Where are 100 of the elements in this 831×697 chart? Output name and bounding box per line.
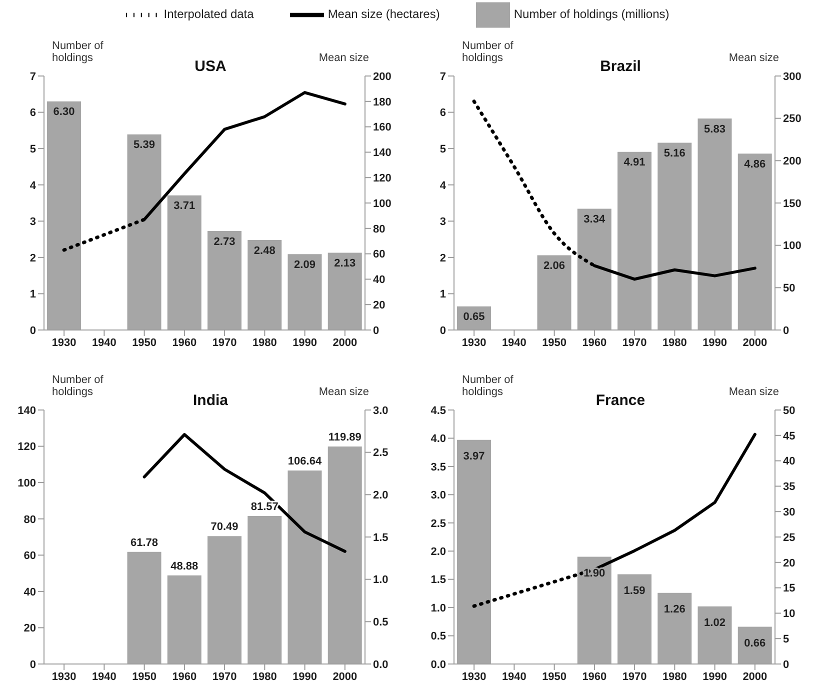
chart-title: India: [192, 392, 228, 409]
y2-tick-label: 200: [373, 70, 392, 83]
x-tick-label: 1940: [92, 670, 116, 683]
y-tick-label: 0: [30, 324, 36, 337]
x-tick-label: 1940: [502, 670, 526, 683]
bar: [127, 552, 162, 664]
y-tick-label: 120: [18, 441, 36, 454]
x-tick-label: 2000: [332, 670, 358, 683]
x-tick-label: 1930: [462, 670, 486, 683]
x-tick-label: 1930: [52, 336, 76, 349]
data-label: 61.78: [130, 536, 158, 549]
x-tick-label: 1950: [132, 670, 157, 683]
y-tick-label: 0.5: [430, 630, 446, 643]
y-tick-label: 1: [30, 288, 36, 301]
x-tick-label: 1960: [582, 336, 607, 349]
bar: [328, 446, 362, 664]
x-tick-label: 1980: [252, 670, 277, 683]
x-tick-label: 1960: [172, 670, 197, 683]
y2-tick-label: 160: [373, 122, 392, 134]
y-axis-title: Number of holdings: [52, 40, 104, 64]
data-label: 5.16: [664, 148, 686, 160]
data-label: 2.06: [544, 260, 565, 272]
bar: [248, 240, 282, 330]
y2-axis-title: Mean size: [728, 52, 779, 64]
y2-tick-label: 5: [783, 634, 790, 646]
y2-tick-label: 0.0: [373, 658, 388, 671]
x-tick-label: 1950: [542, 336, 567, 349]
y2-tick-label: 180: [373, 96, 392, 108]
data-label: 4.86: [744, 158, 766, 170]
y-tick-label: 1: [440, 288, 446, 301]
data-label: 0.65: [463, 311, 485, 324]
y-tick-label: 0: [440, 324, 446, 337]
y2-tick-label: 50: [783, 282, 796, 295]
data-label: 3.34: [584, 214, 606, 226]
y2-tick-label: 120: [373, 172, 392, 185]
x-tick-label: 1960: [582, 670, 607, 683]
y2-tick-label: 1.0: [373, 574, 388, 586]
x-tick-label: 1950: [542, 670, 567, 683]
data-label: 6.30: [53, 106, 75, 118]
bar: [47, 101, 81, 330]
bar: [208, 230, 242, 330]
y-tick-label: 80: [24, 514, 36, 526]
data-label: 2.13: [334, 258, 356, 270]
data-label: 2.73: [214, 236, 236, 248]
y-tick-label: 6: [30, 107, 36, 120]
y-axis-title: Number of holdings: [462, 374, 514, 398]
bar: [208, 536, 242, 664]
y-tick-label: 140: [18, 404, 36, 417]
data-label: 3.97: [463, 450, 485, 463]
x-tick-label: 1970: [622, 336, 647, 349]
bar: [167, 195, 202, 330]
x-tick-label: 1990: [702, 670, 728, 683]
y-tick-label: 4: [30, 180, 37, 192]
y2-tick-label: 10: [783, 608, 796, 620]
data-label: 48.88: [170, 560, 198, 572]
y2-tick-label: 300: [783, 70, 802, 83]
x-tick-label: 1980: [662, 336, 687, 349]
y2-tick-label: 35: [783, 481, 796, 494]
bar: [167, 575, 202, 664]
bar: [537, 255, 572, 330]
x-tick-label: 2000: [742, 336, 768, 349]
y-tick-label: 7: [440, 70, 446, 83]
data-label: 106.64: [288, 456, 322, 468]
bar: [658, 142, 692, 330]
y2-tick-label: 2.5: [373, 447, 388, 460]
y2-tick-label: 20: [373, 300, 386, 312]
y-tick-label: 3.0: [430, 490, 446, 502]
y2-tick-label: 30: [783, 506, 796, 519]
bar: [618, 574, 652, 664]
bar: [457, 440, 491, 664]
chart-title: USA: [194, 58, 226, 75]
y-tick-label: 5: [440, 143, 446, 156]
y-tick-label: 60: [24, 550, 36, 562]
y2-tick-label: 80: [373, 223, 386, 236]
y-tick-label: 5: [30, 143, 36, 156]
x-tick-label: 1940: [502, 336, 526, 349]
bar: [738, 154, 772, 330]
y2-tick-label: 45: [783, 430, 796, 442]
y-tick-label: 0.0: [430, 658, 446, 671]
data-label: 81.57: [250, 501, 278, 514]
data-label: 5.39: [134, 139, 155, 152]
data-label: 1.26: [664, 604, 686, 616]
y2-tick-label: 0: [783, 658, 790, 671]
bar: [577, 556, 612, 664]
y2-tick-label: 150: [783, 198, 802, 210]
x-tick-label: 2000: [742, 670, 768, 683]
y-tick-label: 1.5: [430, 574, 446, 586]
y2-tick-label: 200: [783, 156, 802, 168]
data-label: 70.49: [210, 521, 238, 534]
x-tick-label: 1960: [172, 336, 197, 349]
y2-tick-label: 40: [373, 274, 386, 286]
y-tick-label: 2.0: [430, 546, 446, 558]
x-tick-label: 1990: [292, 336, 318, 349]
y2-tick-label: 15: [783, 582, 796, 595]
y-tick-label: 4.0: [430, 433, 446, 446]
y-axis-title: Number of holdings: [52, 374, 104, 398]
x-tick-label: 1970: [212, 336, 237, 349]
y2-tick-label: 25: [783, 532, 796, 544]
y-tick-label: 100: [18, 477, 36, 490]
bar: [288, 254, 322, 330]
